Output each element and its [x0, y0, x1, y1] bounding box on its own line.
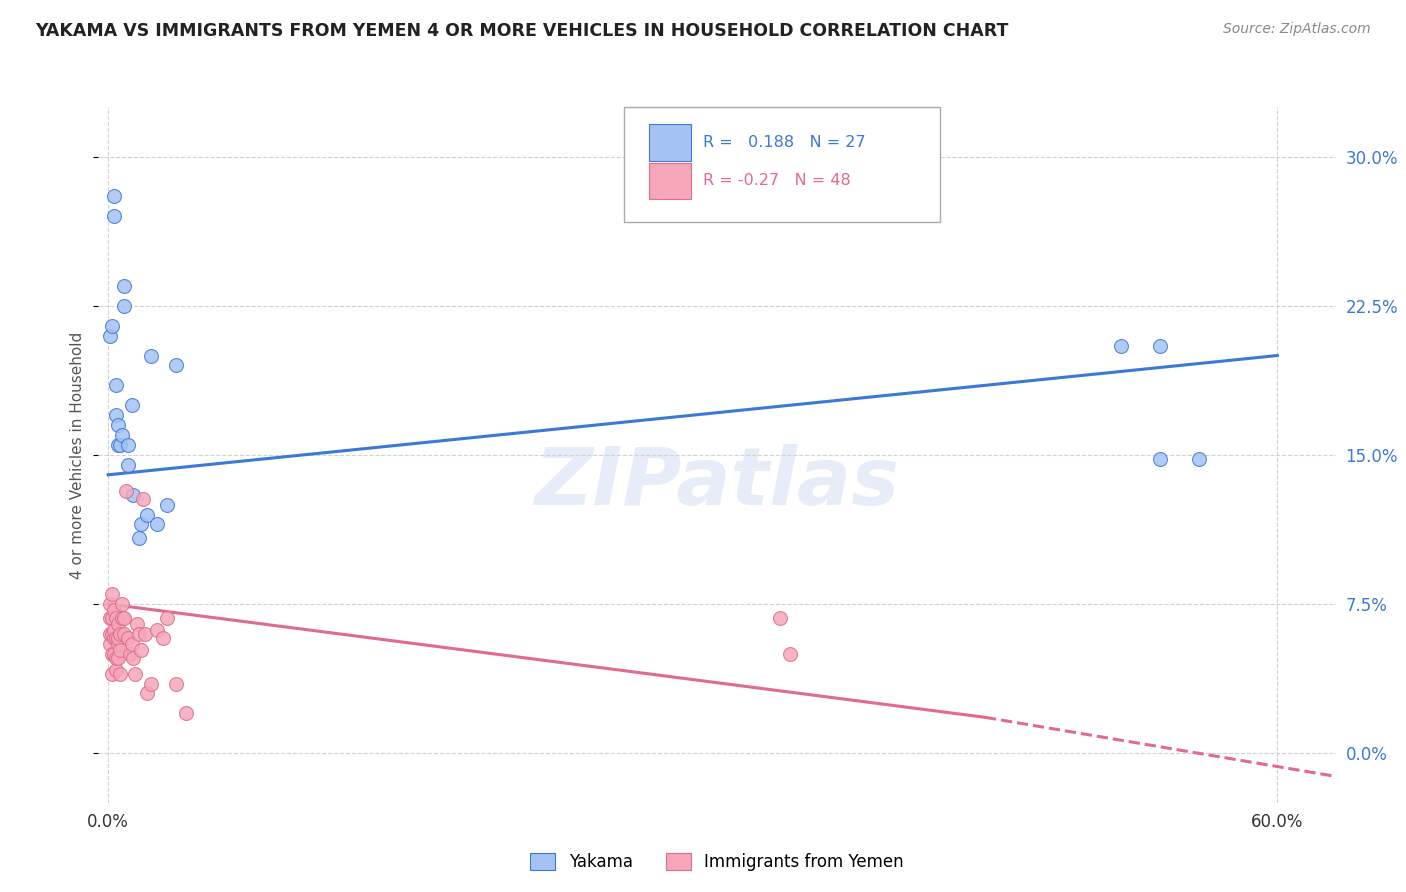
- Point: [98, 328, 121, 343]
- Point: [104, 408, 127, 422]
- Point: [121, 637, 143, 651]
- Point: [104, 378, 127, 392]
- Point: [136, 508, 159, 522]
- Point: [1111, 338, 1133, 352]
- Point: [129, 517, 152, 532]
- Point: [779, 647, 801, 661]
- Point: [112, 279, 135, 293]
- Point: [129, 642, 152, 657]
- Point: [117, 631, 139, 645]
- Text: ZIPatlas: ZIPatlas: [534, 443, 900, 522]
- Point: [156, 498, 179, 512]
- Point: [114, 483, 136, 498]
- Point: [104, 663, 127, 677]
- Point: [107, 418, 129, 433]
- Point: [107, 631, 129, 645]
- Point: [146, 517, 169, 532]
- Point: [104, 650, 127, 665]
- Point: [107, 616, 129, 631]
- Point: [103, 189, 125, 203]
- Point: [103, 631, 125, 645]
- Point: [98, 597, 121, 611]
- FancyBboxPatch shape: [650, 124, 692, 161]
- Point: [122, 650, 145, 665]
- FancyBboxPatch shape: [650, 162, 692, 199]
- Point: [156, 611, 179, 625]
- Point: [101, 587, 124, 601]
- Point: [128, 532, 150, 546]
- Point: [98, 637, 121, 651]
- Point: [118, 647, 141, 661]
- Point: [136, 686, 159, 700]
- Point: [112, 299, 135, 313]
- Point: [107, 637, 129, 651]
- FancyBboxPatch shape: [624, 107, 939, 222]
- Point: [111, 597, 134, 611]
- Point: [139, 676, 162, 690]
- Point: [103, 603, 125, 617]
- Point: [127, 616, 149, 631]
- Point: [111, 428, 134, 442]
- Point: [134, 627, 156, 641]
- Point: [101, 627, 124, 641]
- Point: [107, 438, 129, 452]
- Point: [104, 631, 127, 645]
- Point: [165, 676, 187, 690]
- Point: [1149, 338, 1171, 352]
- Point: [108, 642, 131, 657]
- Text: YAKAMA VS IMMIGRANTS FROM YEMEN 4 OR MORE VEHICLES IN HOUSEHOLD CORRELATION CHAR: YAKAMA VS IMMIGRANTS FROM YEMEN 4 OR MOR…: [35, 22, 1008, 40]
- Point: [146, 623, 169, 637]
- Point: [117, 438, 139, 452]
- Point: [108, 666, 131, 681]
- Point: [128, 627, 150, 641]
- Point: [174, 706, 197, 721]
- Point: [103, 647, 125, 661]
- Point: [101, 318, 124, 333]
- Point: [101, 647, 124, 661]
- Point: [108, 438, 131, 452]
- Point: [101, 666, 124, 681]
- Point: [139, 349, 162, 363]
- Point: [152, 631, 174, 645]
- Point: [103, 210, 125, 224]
- Point: [112, 611, 135, 625]
- Y-axis label: 4 or more Vehicles in Household: 4 or more Vehicles in Household: [70, 331, 86, 579]
- Legend: Yakama, Immigrants from Yemen: Yakama, Immigrants from Yemen: [523, 847, 911, 878]
- Point: [98, 611, 121, 625]
- Point: [104, 611, 127, 625]
- Point: [1188, 451, 1211, 466]
- Point: [103, 623, 125, 637]
- Point: [108, 627, 131, 641]
- Point: [1149, 451, 1171, 466]
- Point: [117, 458, 139, 472]
- Point: [132, 491, 155, 506]
- Point: [101, 611, 124, 625]
- Text: Source: ZipAtlas.com: Source: ZipAtlas.com: [1223, 22, 1371, 37]
- Point: [769, 611, 792, 625]
- Point: [122, 488, 145, 502]
- Point: [107, 650, 129, 665]
- Point: [165, 359, 187, 373]
- Point: [111, 611, 134, 625]
- Point: [121, 398, 143, 412]
- Text: R =   0.188   N = 27: R = 0.188 N = 27: [703, 135, 866, 150]
- Text: R = -0.27   N = 48: R = -0.27 N = 48: [703, 173, 851, 188]
- Point: [112, 627, 135, 641]
- Point: [98, 627, 121, 641]
- Point: [124, 666, 146, 681]
